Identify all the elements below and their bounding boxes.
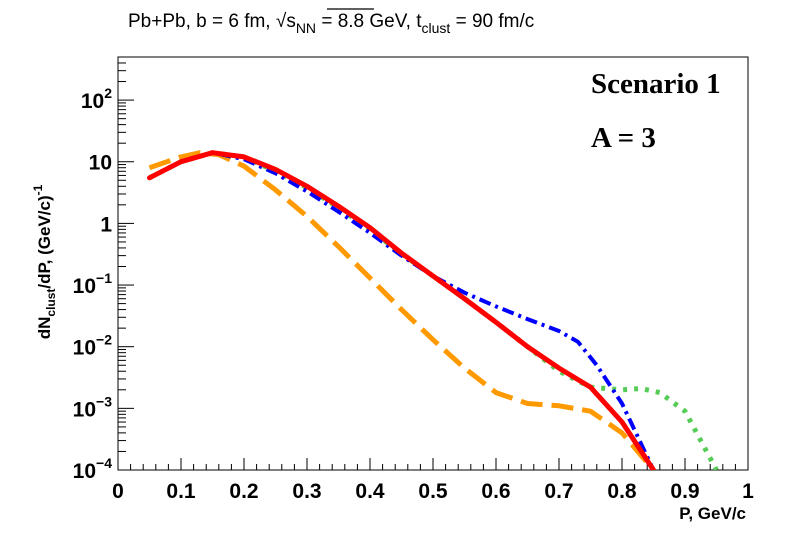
y-tick-base: 10 [73, 275, 96, 298]
y-tick-base: 10 [73, 460, 96, 483]
x-axis-title: P, GeV/c [679, 504, 746, 523]
y-tick-label: 1 [100, 213, 112, 236]
x-tick-label: 0.1 [166, 480, 196, 503]
y-tick-label: 10−1 [73, 270, 113, 298]
ylabel-part1: dN [35, 317, 54, 340]
annotation-scenario: Scenario 1 [591, 68, 721, 100]
x-tick-label: 1 [742, 480, 754, 503]
y-tick-label: 10 [89, 152, 112, 175]
title-prefix: Pb+Pb, b = 6 fm, [128, 11, 276, 32]
annotation-mass-number: A = 3 [591, 122, 656, 154]
x-tick-label: 0.5 [418, 480, 448, 503]
svg-text:dNclust/dP, (GeV/c)-1: dNclust/dP, (GeV/c)-1 [31, 184, 58, 339]
svg-text:Pb+Pb, b = 6 fm, √sNN = 8.8 Ge: Pb+Pb, b = 6 fm, √sNN = 8.8 GeV, tclust … [128, 11, 534, 36]
x-tick-label: 0.4 [355, 480, 385, 503]
x-tick-label: 0.2 [229, 480, 258, 503]
series-line-orange-dashed [148, 150, 656, 470]
y-tick-label: 10−2 [73, 332, 113, 360]
y-tick-exponent: −3 [96, 393, 112, 409]
y-tick-exponent: −2 [96, 332, 112, 348]
y-tick-label: 102 [81, 85, 112, 113]
x-tick-label: 0.8 [607, 480, 637, 503]
plot-frame [117, 56, 749, 471]
ylabel-part2: /dP, (GeV/c) [35, 195, 54, 288]
y-tick-exponent: −4 [96, 455, 112, 471]
x-axis-tick-labels: 0 0.1 0.2 0.3 0.4 0.5 0.6 0.7 0.8 0.9 1 [112, 480, 754, 503]
y-tick-label: 10−4 [73, 455, 113, 483]
x-tick-label: 0.3 [292, 480, 321, 503]
y-axis-ticks [118, 56, 134, 471]
x-axis-ticks [117, 458, 749, 470]
title-s: s [286, 11, 296, 32]
y-tick-base: 10 [89, 152, 112, 175]
x-tick-label: 0.6 [481, 480, 510, 503]
title-middle: = 8.8 GeV, t [316, 11, 422, 32]
ylabel-sup: -1 [31, 184, 45, 195]
y-tick-exponent: 2 [104, 85, 112, 101]
series-line-red-solid [147, 150, 656, 470]
series-layer [147, 150, 719, 470]
chart-title: Pb+Pb, b = 6 fm, √sNN = 8.8 GeV, tclust … [128, 8, 534, 36]
y-axis-title: dNclust/dP, (GeV/c)-1 [31, 184, 58, 339]
y-tick-base: 10 [73, 337, 96, 360]
x-tick-label: 0.9 [670, 480, 699, 503]
title-s-sub: NN [296, 20, 316, 36]
y-tick-exponent: −1 [96, 270, 112, 286]
y-tick-base: 10 [73, 398, 96, 421]
title-t-sub: clust [422, 20, 451, 36]
y-tick-base: 10 [81, 90, 104, 113]
x-tick-label: 0.7 [544, 480, 573, 503]
title-suffix: = 90 fm/c [450, 11, 534, 32]
y-tick-label: 10−3 [73, 393, 113, 421]
ylabel-sub: clust [44, 289, 58, 317]
title-sqrt: √ [276, 11, 287, 32]
y-tick-base: 1 [100, 213, 112, 236]
x-tick-label: 0 [112, 480, 124, 503]
